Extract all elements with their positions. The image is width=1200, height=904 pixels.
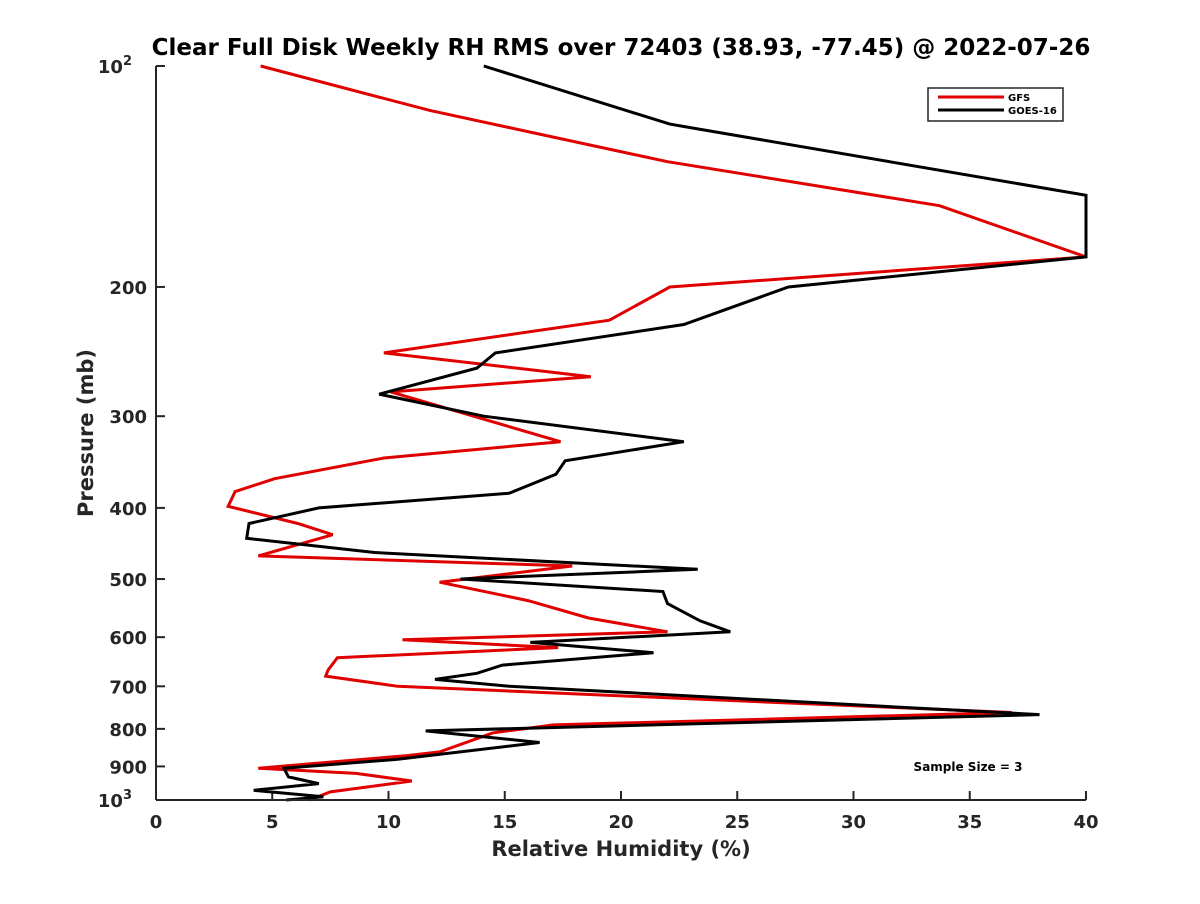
y-tick-label: 500 (109, 570, 147, 591)
series-line-gfs (225, 64, 1087, 802)
data-series (225, 64, 1088, 802)
legend-box (927, 87, 1064, 122)
x-axis-label: Relative Humidity (%) (491, 837, 750, 861)
x-tick-label: 15 (492, 812, 517, 833)
y-axis-label: Pressure (mb) (74, 349, 98, 517)
y-tick-label: 300 (109, 407, 147, 428)
y-tick-label: 600 (109, 628, 147, 649)
x-tick-label: 40 (1073, 812, 1098, 833)
y-tick-label: 400 (109, 499, 147, 520)
y-tick-label: 800 (109, 720, 147, 741)
x-tick-label: 30 (841, 812, 866, 833)
x-tick-label: 0 (150, 812, 163, 833)
sample-size-annotation: Sample Size = 3 (914, 760, 1023, 774)
legend-gfs-label: GFS (1008, 93, 1030, 104)
x-tick-label: 25 (725, 812, 750, 833)
y-tick-label: 900 (109, 757, 147, 778)
x-tick-label: 10 (376, 812, 401, 833)
y-tick-label: 102 (98, 54, 132, 78)
axis-ticks: 0 5 10 15 20 25 30 35 40 102 200 300 400 500 600 700 800… (98, 54, 1099, 833)
y-tick-label: 200 (109, 278, 147, 299)
x-tick-label: 20 (608, 812, 633, 833)
legend-goes16-label: GOES-16 (1008, 106, 1057, 117)
chart-title: Clear Full Disk Weekly RH RMS over 72403… (152, 35, 1091, 61)
series-line-goes-16 (244, 64, 1088, 802)
x-tick-label: 5 (266, 812, 279, 833)
y-tick-label: 700 (109, 677, 147, 698)
x-tick-label: 35 (957, 812, 982, 833)
y-tick-label: 103 (98, 788, 132, 812)
legend: GFS GOES-16 (927, 87, 1064, 122)
